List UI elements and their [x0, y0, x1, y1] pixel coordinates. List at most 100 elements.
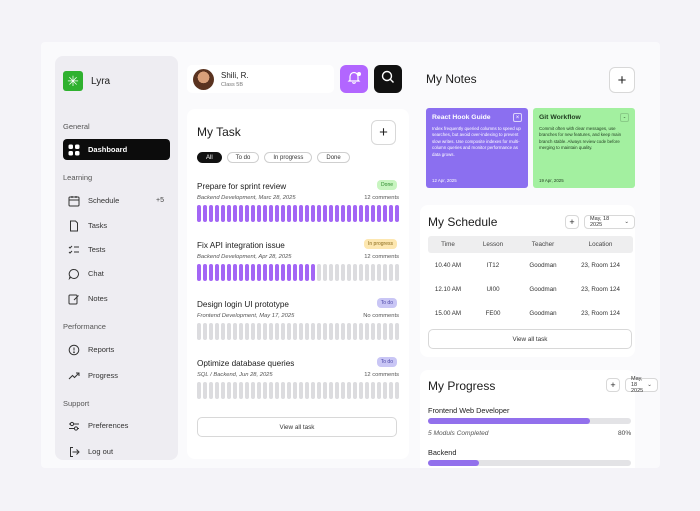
progress-segment [329, 382, 333, 399]
note-card[interactable]: React Hook Guide × Index frequently quer… [426, 108, 528, 188]
task-item[interactable]: Design login UI prototype To do Frontend… [197, 298, 399, 340]
task-item[interactable]: Fix API integration issue In progress Ba… [197, 239, 399, 281]
progress-segment [263, 264, 267, 281]
schedule-badge: +5 [156, 197, 164, 204]
schedule-date-select[interactable]: May, 18 2025 ⌄ [584, 215, 635, 229]
filter-todo[interactable]: To do [226, 152, 260, 163]
progress-segment [299, 323, 303, 340]
sidebar-item-label: Notes [88, 294, 108, 303]
sidebar-item-schedule[interactable]: Schedule +5 [63, 190, 170, 211]
progress-segment [269, 323, 273, 340]
sidebar: ✳ Lyra General Dashboard Learning Schedu… [55, 56, 178, 460]
sidebar-item-dashboard[interactable]: Dashboard [63, 139, 170, 160]
cell-lesson: UI00 [486, 286, 500, 293]
close-icon[interactable]: - [620, 113, 629, 122]
table-row[interactable]: 12.10 AM UI00 Goodman 23, Room 124 [428, 286, 633, 293]
note-date: 19 Apr, 2025 [539, 178, 564, 183]
progress-segment [275, 264, 279, 281]
user-profile[interactable]: Shili, R. Class 5B [187, 65, 334, 93]
filter-done[interactable]: Done [317, 152, 350, 163]
progress-segment [371, 205, 375, 222]
task-progress-bars [197, 382, 399, 399]
add-schedule-button[interactable]: + [565, 215, 579, 229]
task-progress-bars [197, 205, 399, 222]
user-name: Shili, R. [221, 70, 249, 80]
progress-segment [323, 264, 327, 281]
notifications-button[interactable] [340, 65, 368, 93]
progress-segment [317, 382, 321, 399]
progress-segment [305, 382, 309, 399]
progress-segment [269, 382, 273, 399]
sidebar-item-preferences[interactable]: Preferences [63, 415, 170, 436]
sidebar-item-notes[interactable]: Notes [63, 288, 170, 309]
cell-lesson: FE00 [485, 310, 501, 317]
progress-sub: 5 Moduls Completed [428, 430, 489, 437]
progress-segment [227, 205, 231, 222]
progress-segment [383, 205, 387, 222]
progress-date: May, 18 2025 [631, 376, 644, 394]
schedule-table-header: Time Lesson Teacher Location [428, 236, 633, 253]
task-title: Optimize database queries [197, 359, 295, 368]
sidebar-item-tasks[interactable]: Tasks [63, 215, 170, 236]
sidebar-item-logout[interactable]: Log out [63, 441, 170, 462]
progress-segment [311, 323, 315, 340]
progress-segment [299, 382, 303, 399]
close-icon[interactable]: × [513, 113, 522, 122]
cell-time: 15.00 AM [434, 310, 462, 317]
filter-all[interactable]: All [197, 152, 222, 163]
progress-segment [221, 205, 225, 222]
progress-segment [383, 264, 387, 281]
progress-segment [227, 382, 231, 399]
progress-segment [293, 205, 297, 222]
progress-segment [227, 323, 231, 340]
task-item[interactable]: Optimize database queries To do SQL / Ba… [197, 357, 399, 399]
task-comments: 12 comments [364, 254, 399, 260]
progress-segment [281, 323, 285, 340]
task-meta: SQL / Backend, Jun 28, 2025 [197, 372, 273, 378]
sidebar-item-label: Preferences [88, 421, 129, 430]
sidebar-item-progress[interactable]: Progress [63, 365, 170, 386]
view-all-tasks-button[interactable]: View all task [197, 417, 397, 437]
progress-segment [389, 205, 393, 222]
view-all-schedule-button[interactable]: View all task [428, 329, 632, 349]
progress-segment [245, 323, 249, 340]
sidebar-item-reports[interactable]: Reports [63, 339, 170, 360]
progress-segment [281, 264, 285, 281]
add-note-button[interactable]: + [609, 67, 635, 93]
filter-in-progress[interactable]: In progress [264, 152, 313, 163]
progress-segment [233, 382, 237, 399]
progress-segment [341, 264, 345, 281]
sidebar-item-label: Log out [88, 447, 114, 456]
progress-segment [383, 323, 387, 340]
progress-segment [197, 205, 201, 222]
progress-segment [335, 382, 339, 399]
search-button[interactable] [374, 65, 402, 93]
sidebar-item-tests[interactable]: Tests [63, 239, 170, 260]
cell-teacher: Goodman [529, 310, 557, 317]
table-row[interactable]: 10.40 AM IT12 Goodman 23, Room 124 [428, 262, 633, 269]
progress-segment [239, 264, 243, 281]
note-card[interactable]: Git Workflow - Commit often with clear m… [533, 108, 635, 188]
sidebar-item-chat[interactable]: Chat [63, 263, 170, 284]
task-item[interactable]: Prepare for sprint review Done Backend D… [197, 180, 399, 222]
progress-segment [257, 382, 261, 399]
bell-icon [347, 70, 361, 89]
progress-segment [341, 382, 345, 399]
progress-segment [275, 323, 279, 340]
sidebar-item-label: Chat [88, 269, 104, 278]
sliders-icon [68, 420, 80, 432]
add-task-button[interactable]: + [371, 120, 396, 145]
progress-segment [365, 323, 369, 340]
progress-segment [395, 323, 399, 340]
progress-segment [281, 205, 285, 222]
progress-segment [395, 264, 399, 281]
progress-segment [197, 382, 201, 399]
progress-fill [428, 418, 591, 424]
cell-lesson: IT12 [486, 262, 500, 269]
progress-segment [287, 382, 291, 399]
section-performance: Performance [63, 322, 106, 331]
table-row[interactable]: 15.00 AM FE00 Goodman 23, Room 124 [428, 310, 633, 317]
progress-date-select[interactable]: May, 18 2025 ⌄ [625, 376, 658, 394]
progress-segment [299, 205, 303, 222]
add-progress-button[interactable]: + [606, 378, 620, 392]
